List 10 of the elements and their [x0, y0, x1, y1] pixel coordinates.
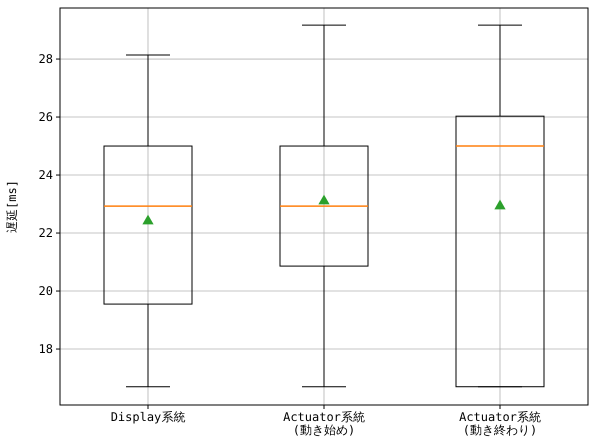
- x-tick-label: Actuator系統 (動き終わり): [459, 410, 541, 437]
- y-tick-label: 28: [38, 52, 53, 66]
- y-axis-title: 遅延[ms]: [5, 180, 19, 233]
- y-tick-label: 24: [38, 168, 53, 182]
- y-tick-label: 18: [38, 342, 53, 356]
- y-tick-label: 20: [38, 284, 53, 298]
- y-tick-label: 22: [38, 226, 53, 240]
- y-tick-label: 26: [38, 110, 53, 124]
- x-tick-label: Actuator系統 (動き始め): [283, 410, 365, 437]
- x-tick-label: Display系統: [110, 410, 186, 424]
